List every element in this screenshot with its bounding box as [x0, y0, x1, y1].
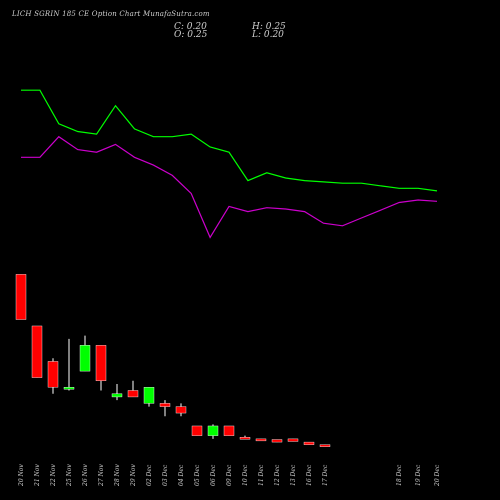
candle-body — [191, 425, 203, 436]
candle-body — [223, 425, 235, 436]
low-value: L: 0.20 — [252, 30, 284, 40]
x-tick-label: 04 Dec — [178, 464, 185, 486]
x-tick-label: 13 Dec — [290, 464, 297, 486]
x-tick-label: 18 Dec — [396, 464, 403, 486]
candle-body — [271, 439, 283, 443]
x-tick-label: 28 Nov — [114, 464, 121, 487]
x-tick-label: 02 Dec — [146, 464, 153, 486]
high-value: H: 0.25 — [252, 22, 286, 32]
candle-body — [143, 387, 155, 404]
candle-body — [159, 403, 171, 407]
candle-body — [15, 274, 27, 320]
candle-body — [111, 393, 123, 398]
x-tick-label: 17 Dec — [322, 464, 329, 486]
x-tick-label: 06 Dec — [210, 464, 217, 486]
candle-body — [303, 441, 315, 445]
candle-body — [127, 390, 139, 398]
x-tick-label: 16 Dec — [306, 464, 313, 486]
x-tick-label: 20 Dec — [434, 464, 441, 487]
x-tick-label: 22 Nov — [50, 464, 57, 487]
x-tick-label: 09 Dec — [226, 464, 233, 486]
open-value: O: 0.25 — [174, 30, 208, 40]
close-value: C: 0.20 — [174, 22, 207, 32]
candle-body — [207, 425, 219, 436]
candle-body — [31, 325, 43, 378]
x-tick-label: 25 Nov — [66, 464, 73, 487]
x-tick-label: 29 Nov — [130, 464, 137, 487]
candle-body — [47, 361, 59, 388]
x-tick-label: 20 Nov — [18, 464, 25, 487]
x-tick-label: 26 Nov — [82, 464, 89, 487]
x-tick-label: 03 Dec — [162, 464, 169, 486]
candle-body — [175, 406, 187, 414]
candle-body — [79, 345, 91, 372]
x-tick-label: 21 Nov — [34, 464, 41, 487]
candle-body — [287, 438, 299, 442]
x-tick-label: 27 Nov — [98, 464, 105, 487]
candle-body — [319, 444, 331, 447]
x-tick-label: 19 Dec — [415, 464, 422, 486]
upper-band-line — [21, 89, 438, 192]
x-tick-label: 12 Dec — [274, 464, 281, 486]
x-tick-label: 11 Dec — [258, 464, 265, 486]
x-tick-label: 05 Dec — [194, 464, 201, 486]
candle-body — [95, 345, 107, 382]
lower-band-line — [21, 135, 438, 239]
candle-body — [255, 438, 267, 442]
x-tick-label: 10 Dec — [242, 464, 249, 486]
candle-body — [239, 437, 251, 440]
chart-title: LICH SGRIN 185 CE Option Chart MunafaSut… — [12, 10, 210, 18]
candle-body — [63, 387, 75, 390]
